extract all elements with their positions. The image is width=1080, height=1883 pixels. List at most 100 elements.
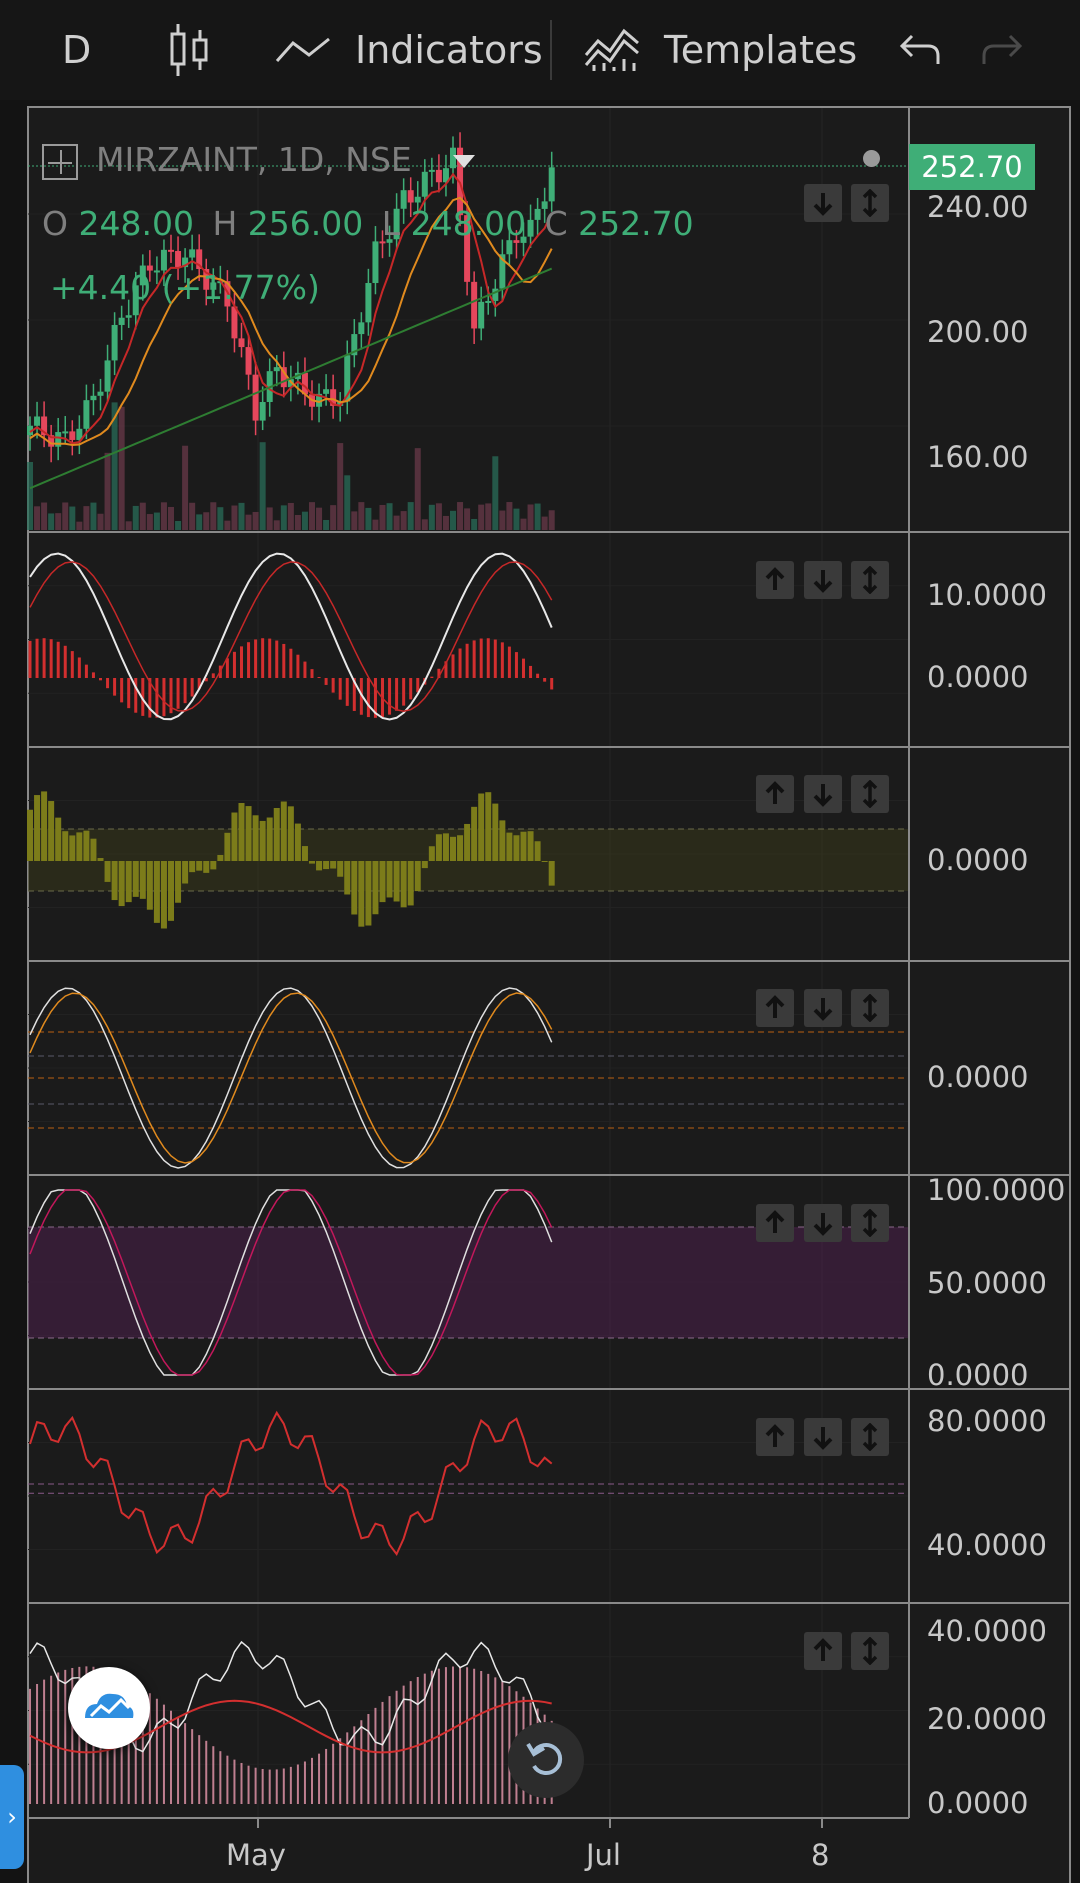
volume-bar xyxy=(386,503,393,530)
histogram-bar xyxy=(273,808,280,861)
arrows-vertical-icon xyxy=(856,1209,884,1237)
histogram-bar xyxy=(76,832,83,861)
candle-body xyxy=(153,270,160,273)
histogram-bar xyxy=(428,846,435,861)
candle-body xyxy=(520,236,527,243)
time-axis-label: May xyxy=(226,1838,286,1872)
volume-bar xyxy=(520,518,527,530)
candle-body xyxy=(34,416,41,426)
histogram-bar xyxy=(457,835,464,861)
symbol-title[interactable]: MIRZAINT, 1D, NSE xyxy=(96,140,412,179)
histogram-bar xyxy=(372,861,379,915)
candle-body xyxy=(464,215,471,282)
move-pane-down-button[interactable] xyxy=(804,775,842,813)
add-symbol-icon[interactable] xyxy=(42,144,78,180)
arrow-down-icon xyxy=(809,189,837,217)
move-pane-up-button[interactable] xyxy=(756,775,794,813)
redo-button[interactable] xyxy=(980,0,1024,100)
move-pane-down-button[interactable] xyxy=(804,1204,842,1242)
volume-bar xyxy=(168,506,174,530)
arrows-vertical-icon xyxy=(856,189,884,217)
indicators-button[interactable]: Indicators xyxy=(275,0,543,100)
histogram-bar xyxy=(280,801,287,861)
undo-button[interactable] xyxy=(898,0,942,100)
price-axis-label: 160.00 xyxy=(927,440,1029,474)
candle-body xyxy=(125,315,132,318)
candle-body xyxy=(513,240,520,243)
candle-body xyxy=(337,401,344,406)
maximize-pane-button[interactable] xyxy=(851,1204,889,1242)
histogram-bar xyxy=(330,861,337,869)
move-pane-up-button[interactable] xyxy=(804,1632,842,1670)
histogram-bar xyxy=(69,835,76,861)
histogram-bar xyxy=(499,820,506,861)
move-pane-up-button[interactable] xyxy=(756,561,794,599)
move-pane-down-button[interactable] xyxy=(804,184,842,222)
move-pane-down-button[interactable] xyxy=(804,989,842,1027)
top-toolbar: D Indicators Templates xyxy=(0,0,1080,100)
arrow-down-icon xyxy=(809,1423,837,1451)
maximize-pane-button[interactable] xyxy=(851,989,889,1027)
ma-slow-line xyxy=(29,267,553,490)
candle-body xyxy=(182,257,189,268)
histogram-bar xyxy=(83,830,90,861)
chart-area[interactable] xyxy=(27,106,1071,1883)
candle-body xyxy=(414,196,421,203)
histogram-bar xyxy=(464,823,471,861)
open-value: 248.00 xyxy=(78,204,194,243)
histogram-bar xyxy=(196,861,203,871)
arrows-vertical-icon xyxy=(856,780,884,808)
candle-body xyxy=(280,367,287,388)
histogram-bar xyxy=(548,861,555,886)
maximize-pane-button[interactable] xyxy=(851,184,889,222)
templates-button[interactable]: Templates xyxy=(584,0,857,100)
volume-bar xyxy=(513,508,520,530)
candle-body xyxy=(541,201,548,209)
move-pane-up-button[interactable] xyxy=(756,1204,794,1242)
maximize-pane-button[interactable] xyxy=(851,775,889,813)
volume-bar xyxy=(499,510,506,530)
tradingview-fab-button[interactable] xyxy=(68,1667,150,1749)
maximize-pane-button[interactable] xyxy=(851,1418,889,1456)
oscillator-axis-label: 0.0000 xyxy=(927,1060,1029,1094)
arrow-up-icon xyxy=(761,1423,789,1451)
arrow-up-icon xyxy=(761,994,789,1022)
change-value: +4.40 (+1.77%) xyxy=(50,268,320,307)
volume-bar xyxy=(224,520,231,530)
histogram-bar xyxy=(386,861,393,898)
candle-body xyxy=(83,400,90,429)
candle-body xyxy=(407,190,414,203)
histogram-bar xyxy=(400,861,407,908)
move-pane-down-button[interactable] xyxy=(804,561,842,599)
chart-type-button[interactable] xyxy=(168,0,212,100)
maximize-pane-button[interactable] xyxy=(851,561,889,599)
reset-chart-button[interactable] xyxy=(508,1722,584,1798)
move-pane-up-button[interactable] xyxy=(756,1418,794,1456)
histogram-bar xyxy=(442,833,449,861)
macd-line xyxy=(29,552,553,721)
side-panel-toggle[interactable]: › xyxy=(0,1765,24,1869)
candle-body xyxy=(175,251,182,268)
move-pane-up-button[interactable] xyxy=(756,989,794,1027)
candle-body xyxy=(146,265,153,271)
candle-body xyxy=(365,283,372,323)
indicators-label: Indicators xyxy=(355,28,543,72)
candle-body xyxy=(168,249,174,252)
move-pane-down-button[interactable] xyxy=(804,1418,842,1456)
volume-bar xyxy=(238,502,245,530)
candle-body xyxy=(252,374,259,421)
volume-bar xyxy=(414,448,421,530)
volume-bar xyxy=(182,445,189,530)
maximize-pane-button[interactable] xyxy=(851,1632,889,1670)
candle-body xyxy=(231,306,238,339)
candle-body xyxy=(506,240,513,255)
histogram-bar xyxy=(534,841,541,861)
candle-body xyxy=(358,322,365,335)
low-value: 248.00 xyxy=(410,204,527,243)
volume-bar xyxy=(435,503,442,530)
dmi-axis-label: 40.0000 xyxy=(927,1614,1047,1648)
interval-button[interactable]: D xyxy=(62,0,91,100)
candle-body xyxy=(330,389,337,406)
symbol-dropdown-icon[interactable] xyxy=(453,155,475,168)
